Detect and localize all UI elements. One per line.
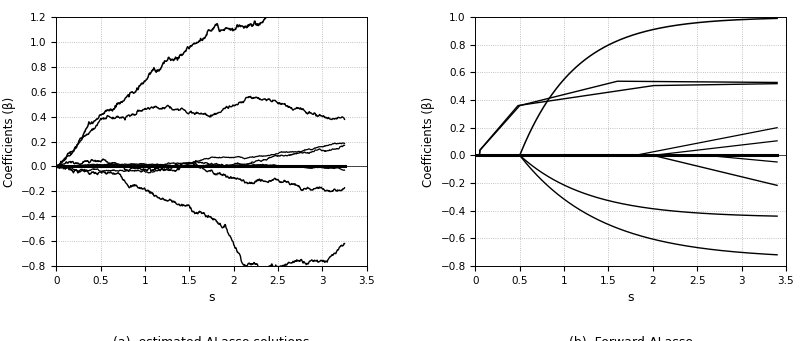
Y-axis label: Coefficients (β): Coefficients (β) xyxy=(422,97,435,187)
Text: (b)  Forward-ALasso: (b) Forward-ALasso xyxy=(569,336,693,341)
Y-axis label: Coefficients (β): Coefficients (β) xyxy=(2,97,15,187)
X-axis label: s: s xyxy=(209,291,215,304)
Text: (a)  estimated ALasso solutions: (a) estimated ALasso solutions xyxy=(113,336,310,341)
X-axis label: s: s xyxy=(627,291,634,304)
